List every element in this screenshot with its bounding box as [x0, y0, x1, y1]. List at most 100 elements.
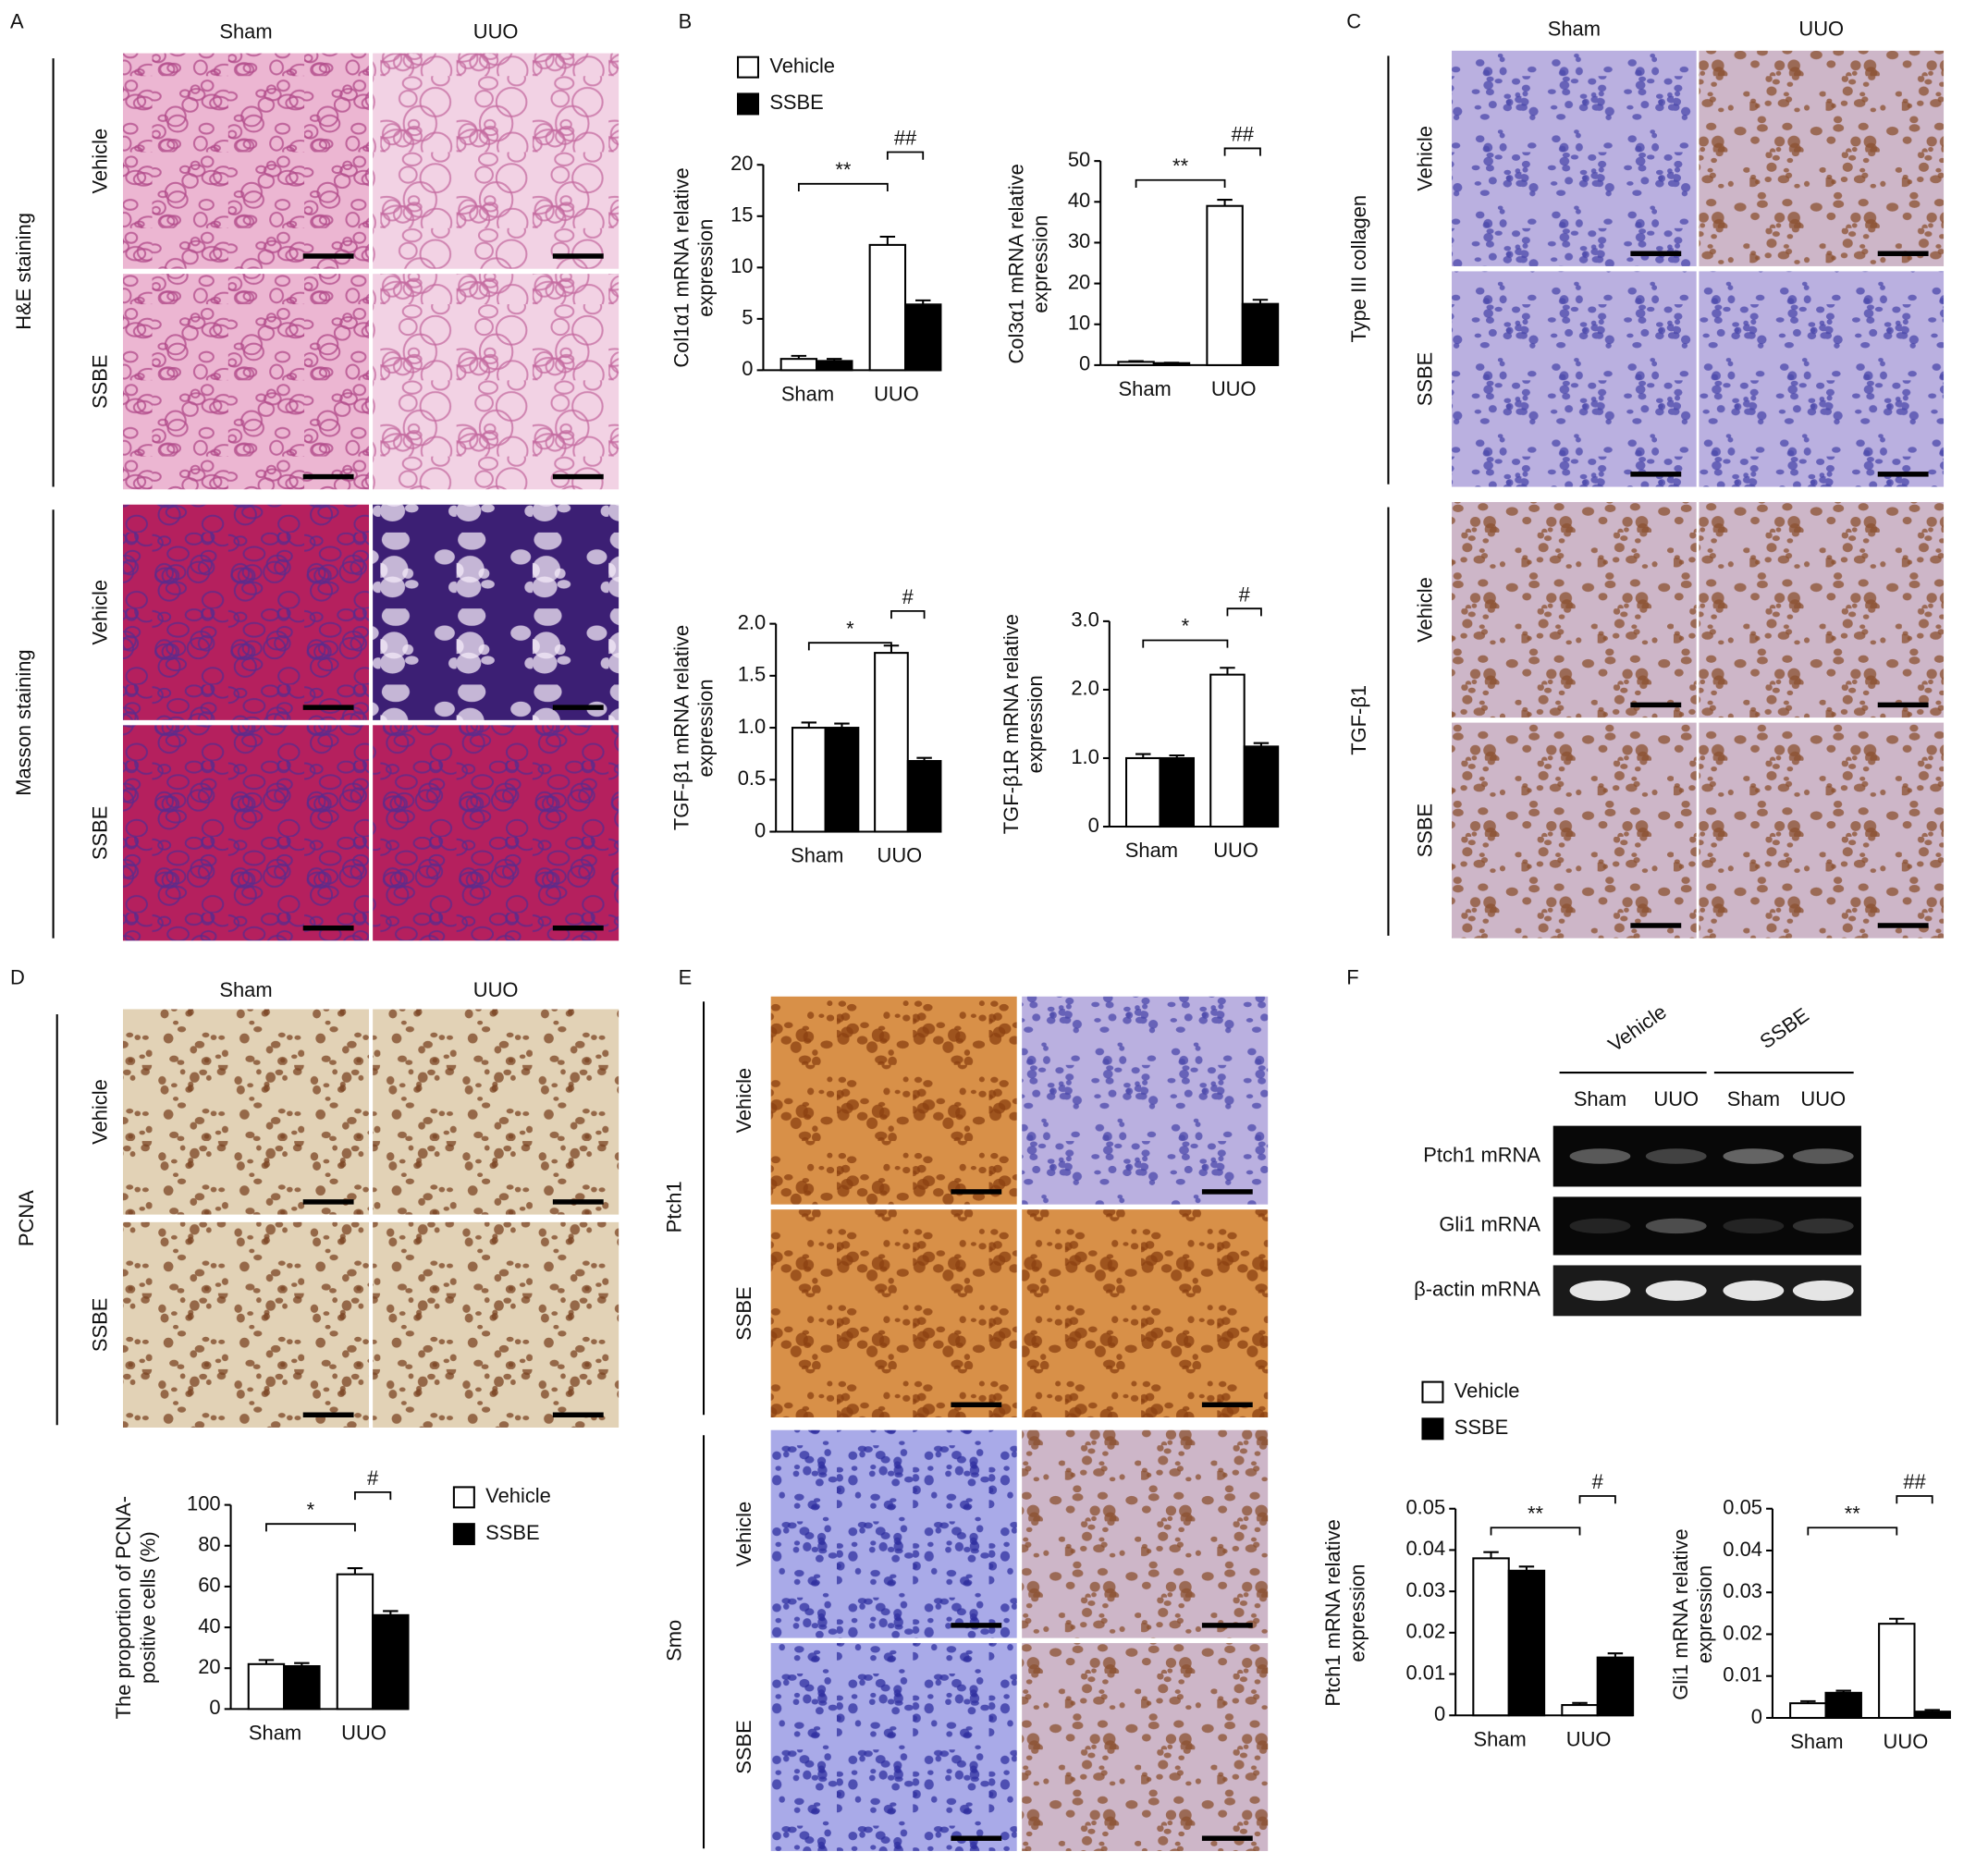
scale-bar — [951, 1189, 1002, 1195]
column-header: UUO — [473, 978, 519, 1001]
micrograph — [373, 504, 620, 720]
row-label: SSBE — [88, 806, 111, 860]
scale-bar — [552, 705, 604, 710]
y-tick-label: 0.02 — [1405, 1620, 1445, 1643]
y-tick-label: 30 — [1068, 229, 1090, 252]
x-tick-label: UUO — [1884, 1730, 1929, 1753]
x-tick-label: UUO — [1213, 839, 1258, 862]
scale-bar — [1630, 923, 1682, 928]
micrograph — [1699, 722, 1945, 938]
bar — [791, 727, 827, 833]
y-tick-label: 2.0 — [738, 610, 766, 633]
significance-bracket — [1223, 147, 1261, 156]
group-label: Masson staining — [12, 649, 35, 795]
y-tick-label: 15 — [730, 203, 753, 227]
legend-swatch — [737, 55, 760, 79]
panel-letter: C — [1346, 9, 1361, 32]
panel-letter: E — [679, 965, 693, 988]
y-tick-label: 0 — [755, 818, 766, 841]
y-tick-label: 0.04 — [1723, 1538, 1762, 1561]
significance-bracket — [1142, 639, 1229, 648]
bar — [372, 1613, 410, 1711]
gel-band — [1645, 1148, 1707, 1164]
row-label: Vehicle — [1413, 126, 1436, 191]
y-tick-label: 2.0 — [1071, 677, 1098, 700]
bar — [1243, 745, 1280, 828]
micrograph — [1452, 722, 1697, 938]
x-tick-label: Sham — [791, 844, 843, 867]
significance-label: ** — [1845, 1502, 1861, 1525]
bar — [1125, 756, 1161, 828]
micrograph — [373, 1009, 620, 1215]
bar — [904, 303, 942, 372]
significance-bracket — [1135, 178, 1226, 188]
column-header: UUO — [1798, 18, 1844, 41]
x-tick-label: UUO — [1211, 377, 1257, 400]
legend-swatch — [737, 92, 760, 116]
scale-bar — [1201, 1623, 1253, 1628]
row-label: Vehicle — [732, 1502, 755, 1567]
legend-label: SSBE — [1454, 1416, 1509, 1439]
bar — [1913, 1711, 1951, 1720]
y-tick-label: 0 — [209, 1696, 220, 1719]
y-tick-label: 0.03 — [1405, 1578, 1445, 1601]
x-tick-label: UUO — [1566, 1727, 1612, 1750]
significance-bracket — [265, 1523, 356, 1532]
y-tick-label: 0.01 — [1723, 1663, 1762, 1686]
significance-bracket — [1807, 1527, 1898, 1536]
gel-band-label: β-actin mRNA — [1414, 1278, 1540, 1301]
significance-bracket — [1578, 1495, 1616, 1504]
gel-band — [1645, 1218, 1707, 1234]
scale-bar — [552, 925, 604, 931]
legend-swatch — [1421, 1380, 1444, 1404]
y-axis-label: Col3α1 mRNA relative expression — [1006, 163, 1053, 363]
bar — [1117, 361, 1155, 366]
significance-label: * — [1182, 615, 1190, 638]
x-tick-label: Sham — [1125, 839, 1178, 862]
bar — [247, 1662, 286, 1711]
bar — [816, 360, 853, 372]
significance-bracket — [1226, 607, 1262, 617]
row-label: SSBE — [88, 1298, 111, 1353]
row-label: SSBE — [732, 1720, 755, 1774]
gel-strip — [1552, 1125, 1861, 1187]
y-tick-label: 0 — [1751, 1705, 1762, 1728]
bar — [1209, 673, 1246, 828]
panel-letter: A — [10, 9, 24, 32]
scale-bar — [1877, 923, 1929, 928]
micrograph — [373, 274, 620, 490]
scale-bar — [302, 1199, 354, 1205]
micrograph — [123, 504, 370, 720]
y-tick-label: 0.01 — [1405, 1661, 1445, 1684]
micrograph — [373, 725, 620, 941]
y-axis-label: TGF-β1 mRNA relative expression — [671, 624, 718, 831]
y-tick-label: 40 — [1068, 189, 1090, 212]
x-tick-label: Sham — [1473, 1727, 1526, 1750]
y-tick-label: 0.05 — [1723, 1496, 1762, 1519]
gel-band — [1792, 1218, 1854, 1234]
y-axis-label: Gli1 mRNA relative expression — [1670, 1527, 1717, 1699]
y-axis-label: Ptch1 mRNA relative expression — [1323, 1518, 1369, 1706]
significance-label: ** — [1172, 154, 1189, 178]
micrograph — [373, 1221, 620, 1428]
significance-label: ## — [1903, 1470, 1926, 1493]
bar — [874, 652, 909, 833]
bar — [336, 1573, 374, 1711]
y-tick-label: 10 — [730, 254, 753, 277]
panel-letter: D — [10, 965, 25, 988]
gel-band — [1723, 1148, 1785, 1164]
scale-bar — [1630, 472, 1682, 477]
gel-band — [1569, 1280, 1631, 1301]
scale-bar — [302, 253, 354, 259]
significance-bracket — [886, 151, 925, 160]
column-header: UUO — [473, 19, 519, 43]
significance-label: * — [846, 617, 854, 640]
scale-bar — [552, 1199, 604, 1205]
y-axis-label: TGF-β1R mRNA relative expression — [1000, 613, 1048, 835]
bar — [1241, 302, 1280, 366]
y-tick-label: 5 — [742, 306, 753, 329]
significance-label: # — [1592, 1470, 1604, 1493]
scale-bar — [552, 473, 604, 480]
